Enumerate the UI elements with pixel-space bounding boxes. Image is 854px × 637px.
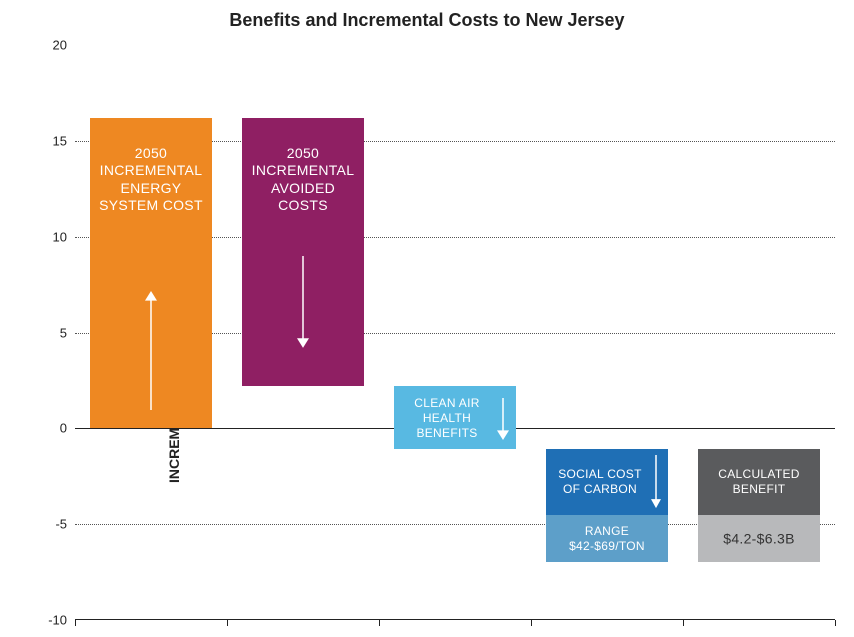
x-tick — [835, 620, 836, 626]
x-tick — [531, 620, 532, 626]
y-tick-label: 5 — [60, 325, 75, 340]
x-tick — [379, 620, 380, 626]
bar-label: 2050INCREMENTALAVOIDEDCOSTS — [242, 145, 364, 215]
x-tick — [75, 620, 76, 626]
bar-energy-system-cost: 2050INCREMENTALENERGYSYSTEM COST — [90, 118, 212, 429]
bar-label: 2050INCREMENTALENERGYSYSTEM COST — [90, 145, 212, 215]
arrow-down-icon — [650, 455, 662, 508]
y-tick-label: -5 — [55, 517, 75, 532]
x-axis-line — [75, 619, 835, 620]
bar-avoided-costs: 2050INCREMENTALAVOIDEDCOSTS — [242, 118, 364, 386]
y-tick-label: 10 — [53, 229, 75, 244]
x-tick — [227, 620, 228, 626]
bar-label: $4.2-$6.3B — [698, 530, 820, 548]
bar-clean-air: CLEAN AIRHEALTHBENEFITS — [394, 386, 516, 449]
bar-social-cost-carbon-seg1: RANGE$42-$69/TON — [546, 515, 668, 563]
bar-label: RANGE$42-$69/TON — [546, 524, 668, 554]
plot-area: -10-5051015202050INCREMENTALENERGYSYSTEM… — [75, 45, 835, 620]
arrow-down-icon — [496, 398, 510, 440]
bar-social-cost-carbon-seg0: SOCIAL COSTOF CARBON — [546, 449, 668, 514]
bar-label: CALCULATEDBENEFIT — [698, 467, 820, 497]
chart-title: Benefits and Incremental Costs to New Je… — [0, 10, 854, 31]
bar-label: CLEAN AIRHEALTHBENEFITS — [394, 396, 494, 441]
y-tick-label: 20 — [53, 38, 75, 53]
bar-calculated-benefit-seg1: $4.2-$6.3B — [698, 515, 820, 563]
arrow-down-icon — [293, 256, 313, 348]
bar-calculated-benefit-seg0: CALCULATEDBENEFIT — [698, 449, 820, 514]
bar-label: SOCIAL COSTOF CARBON — [546, 467, 648, 497]
y-tick-label: 0 — [60, 421, 75, 436]
arrow-up-icon — [141, 291, 161, 410]
x-tick — [683, 620, 684, 626]
y-tick-label: -10 — [48, 613, 75, 628]
y-tick-label: 15 — [53, 133, 75, 148]
